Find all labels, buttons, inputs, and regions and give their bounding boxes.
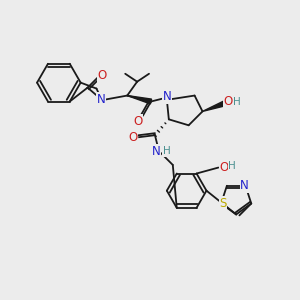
Text: N: N xyxy=(97,93,106,106)
Text: O: O xyxy=(98,69,107,82)
Text: N: N xyxy=(240,179,249,192)
Text: O: O xyxy=(128,131,138,144)
Text: O: O xyxy=(134,115,143,128)
Text: N: N xyxy=(152,145,160,158)
Text: O: O xyxy=(224,95,233,108)
Text: S: S xyxy=(219,197,227,210)
Text: H: H xyxy=(228,160,236,171)
Text: N: N xyxy=(163,90,171,103)
Text: H: H xyxy=(163,146,171,156)
Text: O: O xyxy=(220,161,229,174)
Polygon shape xyxy=(127,96,152,104)
Polygon shape xyxy=(202,101,225,111)
Text: H: H xyxy=(233,97,241,106)
